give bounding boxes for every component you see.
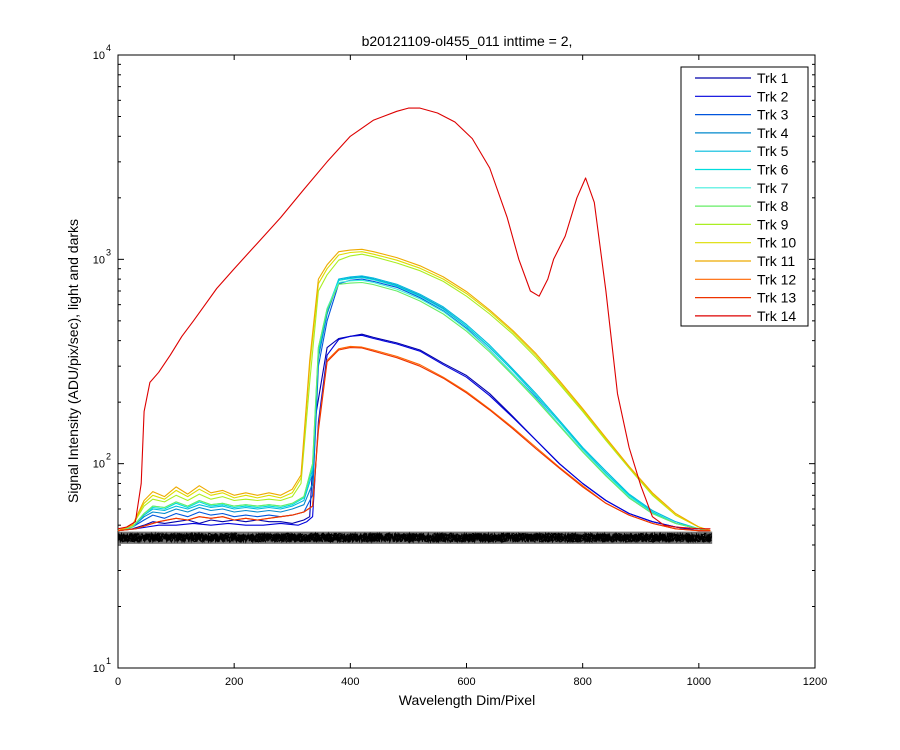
y-tick-label: 10 [93,254,105,266]
series-line-trk-14 [117,107,711,530]
legend-label: Trk 13 [757,290,796,306]
legend-label: Trk 7 [757,180,789,196]
legend-label: Trk 6 [757,162,789,178]
legend-label: Trk 1 [757,70,789,86]
dark-frames-band [117,531,713,544]
x-tick-label: 1000 [687,676,711,688]
legend-label: Trk 9 [757,216,789,232]
series-group [117,107,711,532]
series-line-trk-8 [117,281,711,532]
legend-label: Trk 10 [757,235,796,251]
x-tick-label: 200 [225,676,243,688]
x-axis-ticks: 0 200 400 600 800 1000 1200 [115,55,827,688]
series-line-trk-10 [117,251,711,532]
x-axis-label: Wavelength Dim/Pixel [399,692,535,708]
dark-frame-fill [118,531,713,544]
series-line-trk-13 [117,347,711,532]
legend-label: Trk 2 [757,88,789,104]
y-tick-exponent: 4 [106,43,111,53]
series-line-trk-9 [117,253,711,532]
x-tick-label: 800 [573,676,591,688]
legend-label: Trk 14 [757,308,796,324]
legend-label: Trk 5 [757,143,789,159]
chart-title: b20121109-ol455_011 inttime = 2, [362,33,573,49]
x-tick-label: 0 [115,676,121,688]
legend-label: Trk 11 [757,253,795,269]
legend-label: Trk 8 [757,198,789,214]
series-line-trk-2 [117,334,711,532]
y-tick-label: 10 [93,50,105,62]
y-tick-label: 10 [93,663,105,675]
x-tick-label: 600 [457,676,475,688]
legend-box [680,66,809,327]
legend: Trk 1 Trk 2 Trk 3 Trk 4 Trk 5 Trk 6 Trk 7 Trk 8… [680,66,809,327]
legend-label: Trk 3 [757,107,789,123]
y-axis-label: Signal Intensity (ADU/pix/sec), light an… [65,219,81,503]
x-tick-label: 400 [341,676,359,688]
legend-label: Trk 12 [757,271,796,287]
y-tick-exponent: 2 [106,452,111,462]
legend-label: Trk 4 [757,125,789,141]
x-tick-label: 1200 [803,676,827,688]
y-tick-exponent: 3 [106,247,111,257]
y-tick-exponent: 1 [106,656,111,666]
y-tick-label: 10 [93,459,105,471]
series-line-trk-11 [117,248,711,532]
